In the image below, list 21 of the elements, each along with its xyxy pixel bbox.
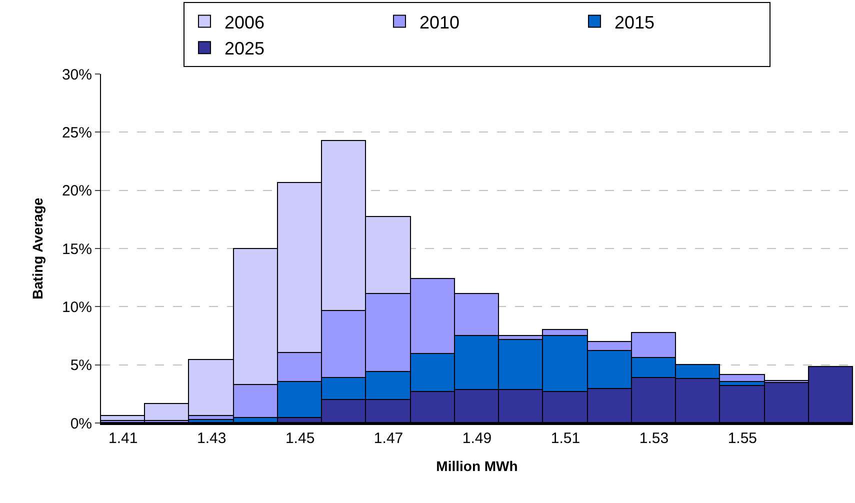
y-tick-label: 25% <box>62 124 92 142</box>
y-tick-label: 10% <box>62 298 92 316</box>
y-tick-label: 0% <box>70 415 92 432</box>
x-axis-title: Million MWh <box>436 458 518 474</box>
x-tick-label: 1.41 <box>108 430 138 447</box>
x-tick-label: 1.43 <box>196 430 226 447</box>
y-axis-title: Bating Average <box>30 197 46 300</box>
y-tick-label: 30% <box>62 66 92 84</box>
legend-label: 2015 <box>614 12 655 32</box>
x-tick-label: 1.49 <box>462 430 492 447</box>
x-tick-label: 1.55 <box>728 430 758 447</box>
x-tick-label: 1.47 <box>374 430 404 447</box>
x-tick-label: 1.45 <box>285 430 315 447</box>
x-tick-label: 1.51 <box>550 430 580 447</box>
x-tick-label: 1.53 <box>639 430 669 447</box>
y-tick-label: 5% <box>70 357 92 374</box>
y-tick-label: 15% <box>62 240 92 258</box>
legend-label: 2006 <box>224 12 265 32</box>
legend-label: 2025 <box>224 38 265 59</box>
legend-label: 2010 <box>420 12 460 32</box>
y-tick-label: 20% <box>62 182 92 200</box>
